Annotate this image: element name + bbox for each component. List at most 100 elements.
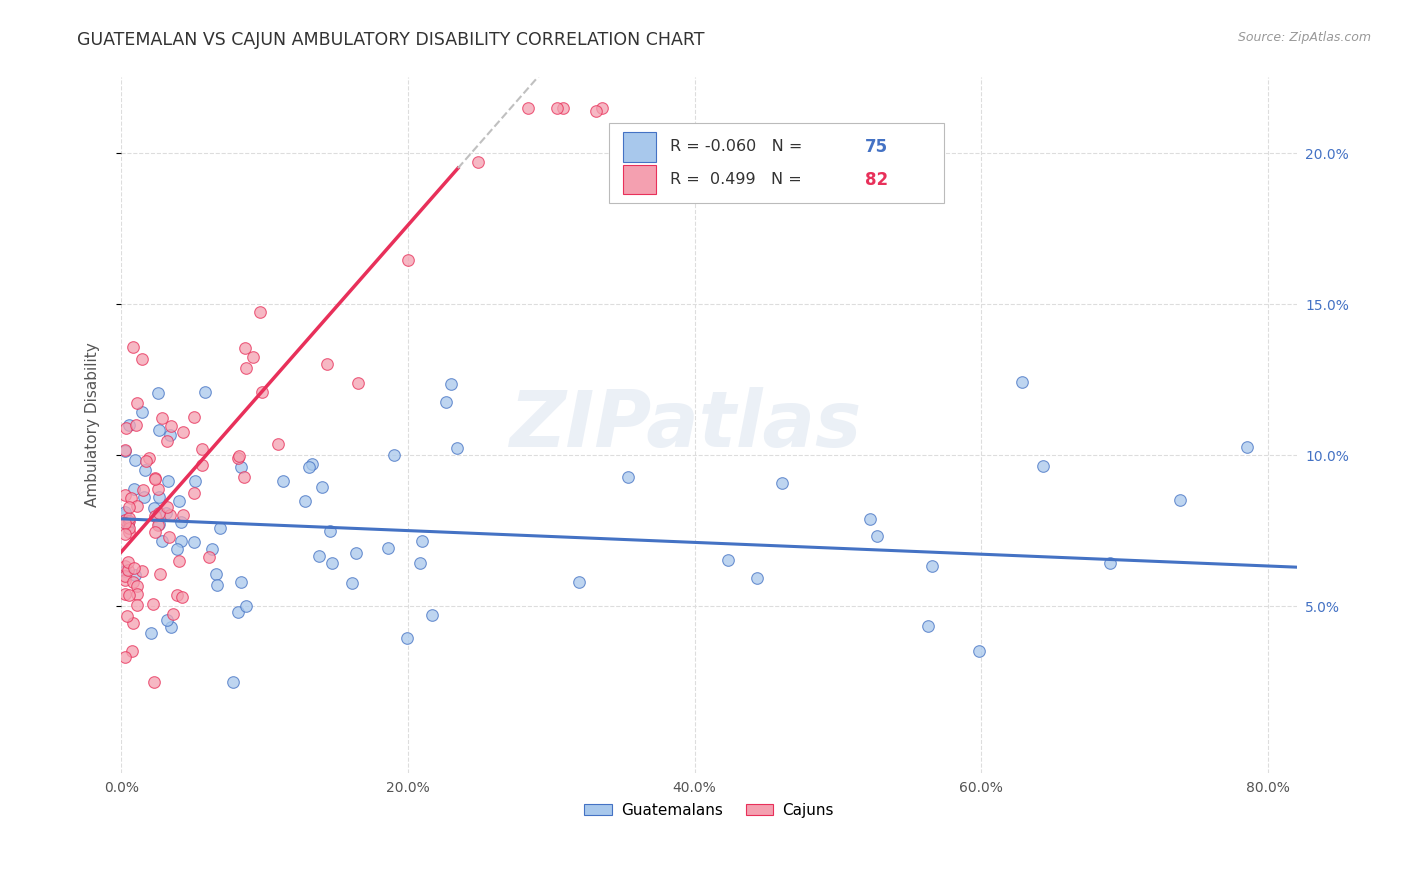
Point [118,588,141,602]
Point [169,534,191,549]
Text: ZIPatlas: ZIPatlas [509,387,862,463]
Point [183,535,205,549]
Point [124,567,146,582]
Point [148,423,170,437]
Point [114,444,136,458]
Point [167,494,190,508]
Point [222,675,245,690]
Point [114,508,136,522]
Point [440,377,463,392]
Text: R =  0.499   N =: R = 0.499 N = [671,172,807,187]
Point [124,452,146,467]
Point [159,428,181,442]
Point [118,515,141,529]
Point [134,463,156,477]
Point [120,491,142,505]
Point [172,425,194,439]
Text: 82: 82 [865,170,889,188]
Point [138,450,160,465]
Point [114,573,136,587]
Point [117,555,139,569]
Y-axis label: Ambulatory Disability: Ambulatory Disability [86,343,100,508]
Point [115,421,138,435]
Point [114,488,136,502]
Point [233,470,256,484]
Point [117,521,139,535]
Point [142,597,165,611]
Point [395,631,418,645]
Point [1236,440,1258,454]
Point [770,476,793,491]
Point [183,409,205,424]
Point [436,395,458,409]
Point [184,475,207,489]
Point [183,486,205,500]
Point [148,516,170,531]
Point [866,529,889,543]
Point [316,357,339,371]
Point [148,506,170,520]
Point [190,442,212,456]
Point [205,578,228,592]
Point [396,252,419,267]
Point [146,518,169,533]
Point [308,549,330,564]
Point [143,471,166,485]
Point [127,586,149,600]
Point [162,607,184,622]
Point [117,516,139,531]
Point [148,490,170,504]
Point [159,419,181,434]
Point [150,533,173,548]
Point [125,396,148,410]
Point [408,557,430,571]
Text: R = -0.060   N =: R = -0.060 N = [671,139,807,154]
Point [114,565,136,579]
Point [131,351,153,366]
Point [235,599,257,613]
Point [131,405,153,419]
Point [159,508,181,522]
Point [228,450,250,464]
Point [346,376,368,391]
Point [1168,492,1191,507]
Text: 75: 75 [865,138,889,156]
Point [150,411,173,425]
Point [568,574,591,589]
Point [294,494,316,508]
Point [127,599,149,613]
Point [301,457,323,471]
Point [132,483,155,497]
Point [132,490,155,504]
Point [127,499,149,513]
Point [114,443,136,458]
Point [591,101,613,115]
Point [745,571,768,585]
Point [969,644,991,658]
Point [159,620,181,634]
Point [344,546,367,560]
Point [131,564,153,578]
Point [585,104,607,119]
Point [271,474,294,488]
Point [114,505,136,519]
Point [717,552,740,566]
Point [149,566,172,581]
Point [117,563,139,577]
Legend: Guatemalans, Cajuns: Guatemalans, Cajuns [578,797,839,824]
Point [298,460,321,475]
Point [135,454,157,468]
Point [170,590,193,604]
Point [122,616,145,631]
Text: GUATEMALAN VS CAJUN AMBULATORY DISABILITY CORRELATION CHART: GUATEMALAN VS CAJUN AMBULATORY DISABILIT… [77,31,704,49]
Point [122,340,145,354]
Point [169,515,191,529]
Point [114,569,136,583]
Point [546,101,568,115]
Point [321,556,343,570]
FancyBboxPatch shape [609,122,943,202]
Point [156,474,179,488]
Point [118,500,141,514]
Point [420,607,443,622]
Point [156,434,179,448]
